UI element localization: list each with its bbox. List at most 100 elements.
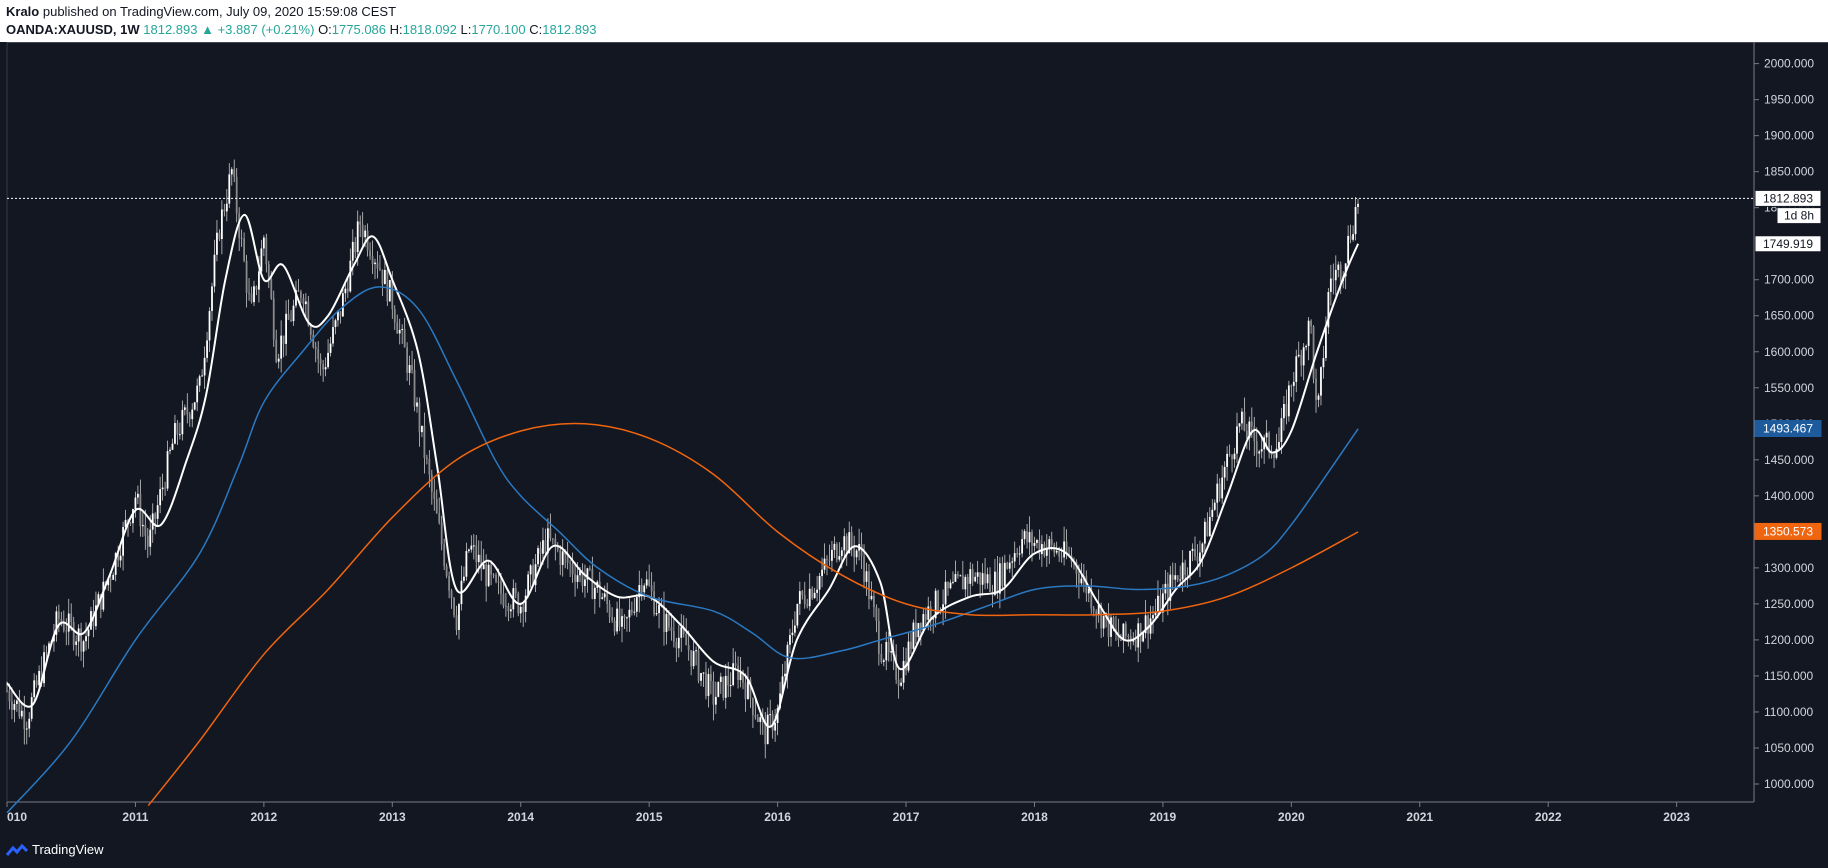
candle-body [868, 571, 870, 600]
candle-body [290, 319, 292, 322]
x-tick-label: 2022 [1535, 810, 1562, 824]
candle-body [1221, 477, 1224, 499]
candle-body [981, 573, 984, 585]
candle-body [606, 593, 609, 605]
candle-body [1203, 521, 1206, 544]
tradingview-logo-icon [6, 843, 28, 856]
candle-body [551, 538, 554, 540]
candle-body [532, 565, 534, 586]
candle-body [393, 309, 396, 323]
candle-body [843, 536, 846, 551]
x-tick-label: 2016 [764, 810, 791, 824]
price-chart[interactable]: 1000.000 1050.000 1100.000 1150.000 1200.000… [0, 42, 1828, 832]
candle-body [1100, 605, 1103, 629]
candle-body [1357, 203, 1359, 207]
candle-body [613, 620, 616, 632]
candle-body [645, 579, 648, 586]
candle-body [386, 269, 389, 302]
candle-body [1327, 291, 1330, 328]
candle-body [381, 269, 384, 285]
candle-body [934, 590, 937, 619]
candle-body [327, 352, 329, 368]
candle-body [561, 551, 564, 565]
candle-body [1087, 588, 1090, 594]
x-tick-label: 2018 [1021, 810, 1048, 824]
candle-body [1008, 562, 1011, 569]
candle-body [421, 425, 423, 433]
candle-body [591, 569, 594, 599]
candle-body [1045, 548, 1048, 556]
candle-body [623, 616, 626, 618]
candle-body [391, 280, 394, 310]
candle-body [944, 581, 947, 605]
candle-body [371, 256, 374, 265]
candle-body [235, 176, 238, 214]
candle-body [413, 369, 416, 407]
candle-body [976, 572, 979, 577]
candle-body [270, 278, 273, 299]
tradingview-brand[interactable]: TradingView [32, 842, 104, 857]
candle-body [559, 549, 562, 565]
candle-body [1129, 636, 1132, 642]
candle-body [769, 714, 772, 716]
y-tick-label: 1950.000 [1764, 93, 1814, 107]
candle-body [70, 613, 73, 622]
candle-body [1275, 448, 1278, 458]
candle-body [1085, 576, 1088, 594]
candle-body [835, 543, 838, 560]
candle-body [475, 545, 478, 563]
candle-body [1201, 543, 1204, 553]
candle-body [969, 569, 972, 584]
candle-body [524, 595, 527, 612]
candle-body [579, 570, 581, 576]
candle-body [265, 237, 268, 265]
author-name[interactable]: Kralo [6, 4, 40, 19]
candle-body [443, 544, 446, 567]
candle-body [20, 710, 23, 717]
candle-body [744, 682, 747, 700]
candle-body [329, 343, 332, 353]
candle-body [497, 581, 500, 583]
candle-body [724, 675, 727, 698]
candle-body [546, 528, 549, 554]
y-tick-label: 1650.000 [1764, 309, 1814, 323]
candle-body [633, 611, 636, 613]
y-tick-label: 1050.000 [1764, 741, 1814, 755]
candle-body [509, 609, 512, 612]
candle-body [1090, 588, 1093, 609]
candle-body [322, 363, 325, 370]
candle-body [593, 587, 596, 599]
symbol-label[interactable]: OANDA:XAUUSD, 1W [6, 22, 140, 37]
candle-body [97, 594, 100, 606]
candle-body [961, 575, 964, 590]
candle-body [1075, 561, 1078, 574]
candle-body [354, 241, 357, 253]
candle-body [1283, 404, 1285, 419]
y-tick-label: 1850.000 [1764, 165, 1814, 179]
candle-body [220, 209, 223, 240]
candle-body [13, 703, 16, 710]
candle-body [793, 625, 796, 633]
candle-body [1115, 629, 1117, 632]
candle-body [789, 635, 791, 645]
candle-body [87, 629, 90, 637]
candle-body [159, 489, 162, 506]
candle-body [253, 286, 255, 303]
candle-body [564, 551, 567, 555]
candle-body [1161, 593, 1164, 613]
candle-body [1058, 550, 1061, 557]
candle-body [134, 497, 137, 510]
candle-body [672, 630, 675, 642]
candle-body [398, 329, 401, 334]
candle-body [1097, 605, 1100, 615]
candle-body [1189, 551, 1191, 575]
candle-body [937, 590, 940, 612]
time-axis[interactable]: 010 2011 2012 2013 2014 2015 2016 2017 2018 2019 2… [6, 802, 1690, 824]
candle-body [895, 654, 898, 680]
candle-body [840, 550, 843, 557]
candle-body [539, 548, 542, 554]
price-label-box [1754, 235, 1822, 253]
x-tick-label: 2021 [1406, 810, 1433, 824]
candle-body [107, 579, 110, 586]
candle-body [919, 623, 922, 630]
